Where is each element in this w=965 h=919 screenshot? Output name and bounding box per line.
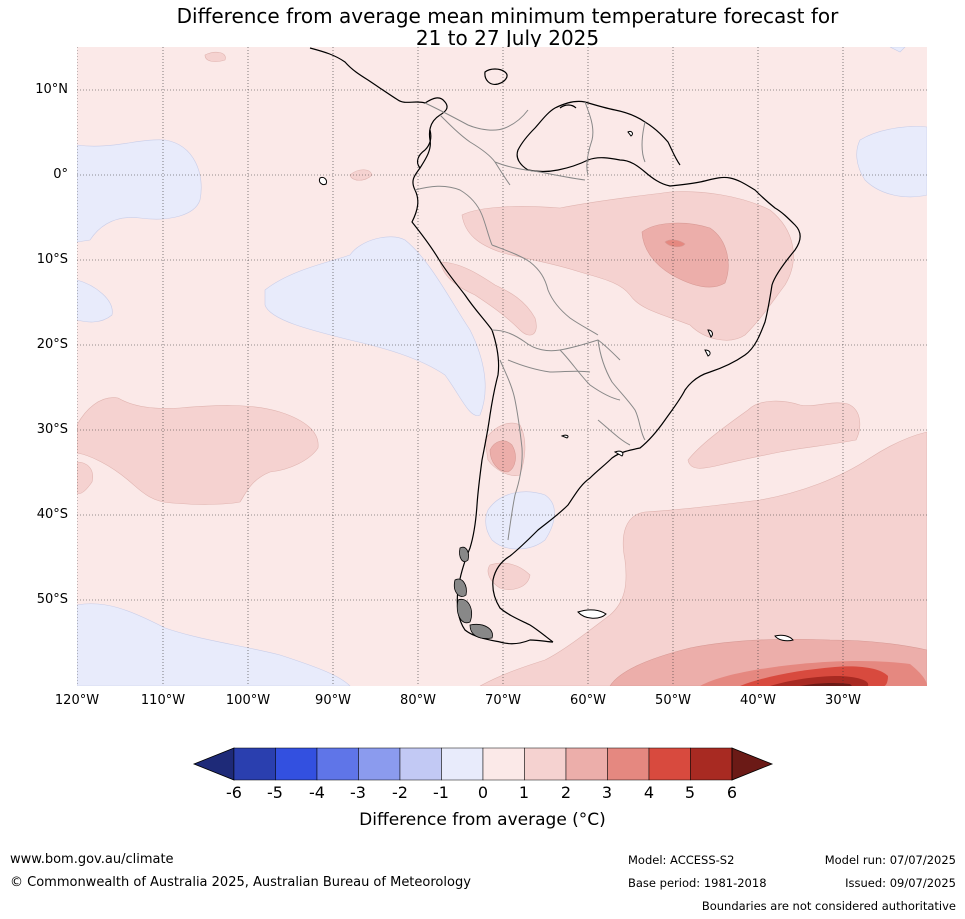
lon-label-40w: 40°W <box>740 693 776 708</box>
lon-label-60w: 60°W <box>570 693 606 708</box>
colorbar-cell <box>524 747 567 781</box>
lat-label-20s: 20°S <box>36 337 68 352</box>
colorbar-cell <box>399 747 442 781</box>
lat-label-30s: 30°S <box>36 422 68 437</box>
lon-label-70w: 70°W <box>485 693 521 708</box>
colorbar-cell <box>482 747 525 781</box>
strong-warm-anomaly-regions <box>700 661 927 686</box>
model-run-label: Model run: 07/07/2025 <box>824 853 956 867</box>
colorbar-tick: 3 <box>601 783 613 802</box>
website-link[interactable]: www.bom.gov.au/climate <box>10 852 174 867</box>
colorbar-cell <box>233 747 276 781</box>
issued-label: Issued: 09/07/2025 <box>845 876 956 890</box>
colorbar-tick: -4 <box>309 783 325 802</box>
map-title-line-2: 21 to 27 July 2025 <box>415 26 600 50</box>
base-period-label: Base period: 1981-2018 <box>628 876 767 890</box>
colorbar-tick: -1 <box>433 783 449 802</box>
islands <box>319 131 794 642</box>
lon-label-50w: 50°W <box>655 693 691 708</box>
map-graticule <box>77 47 927 686</box>
colorbar-tick: 1 <box>518 783 530 802</box>
colorbar-tick: 2 <box>560 783 572 802</box>
colorbar <box>192 747 774 781</box>
colorbar-tick: 4 <box>643 783 655 802</box>
lon-label-120w: 120°W <box>54 693 100 708</box>
lat-label-10s: 10°S <box>36 252 68 267</box>
anomaly-map <box>77 47 927 686</box>
colorbar-cell <box>316 747 359 781</box>
lon-label-110w: 110°W <box>140 693 186 708</box>
lat-label-0: 0° <box>53 167 68 182</box>
colorbar-tick: -3 <box>350 783 366 802</box>
lon-label-90w: 90°W <box>315 693 351 708</box>
map-title-line-1: Difference from average mean minimum tem… <box>176 4 839 28</box>
lat-label-10n: 10°N <box>35 82 68 97</box>
copyright-text: © Commonwealth of Australia 2025, Austra… <box>10 875 471 890</box>
lon-label-80w: 80°W <box>400 693 436 708</box>
colorbar-tick: -5 <box>267 783 283 802</box>
colorbar-tick: 5 <box>684 783 696 802</box>
colorbar-extend-low <box>192 747 235 781</box>
disclaimer-text: Boundaries are not considered authoritat… <box>701 899 956 913</box>
lon-label-30w: 30°W <box>825 693 861 708</box>
chilean-archipelago <box>453 546 493 639</box>
colorbar-extend-high <box>731 747 774 781</box>
model-label: Model: ACCESS-S2 <box>628 853 735 867</box>
lon-label-100w: 100°W <box>225 693 271 708</box>
colorbar-title: Difference from average (°C) <box>359 810 606 830</box>
colorbar-cell <box>358 747 401 781</box>
colorbar-tick: 6 <box>726 783 738 802</box>
country-borders <box>414 101 646 541</box>
colorbar-cell <box>607 747 650 781</box>
colorbar-cell <box>565 747 608 781</box>
colorbar-cell <box>690 747 733 781</box>
colorbar-tick: -2 <box>392 783 408 802</box>
colorbar-tick: 0 <box>477 783 489 802</box>
lat-label-40s: 40°S <box>36 507 68 522</box>
colorbar-cell <box>441 747 484 781</box>
lat-label-50s: 50°S <box>36 592 68 607</box>
colorbar-cell <box>275 747 318 781</box>
colorbar-tick: -6 <box>226 783 242 802</box>
colorbar-cell <box>648 747 691 781</box>
